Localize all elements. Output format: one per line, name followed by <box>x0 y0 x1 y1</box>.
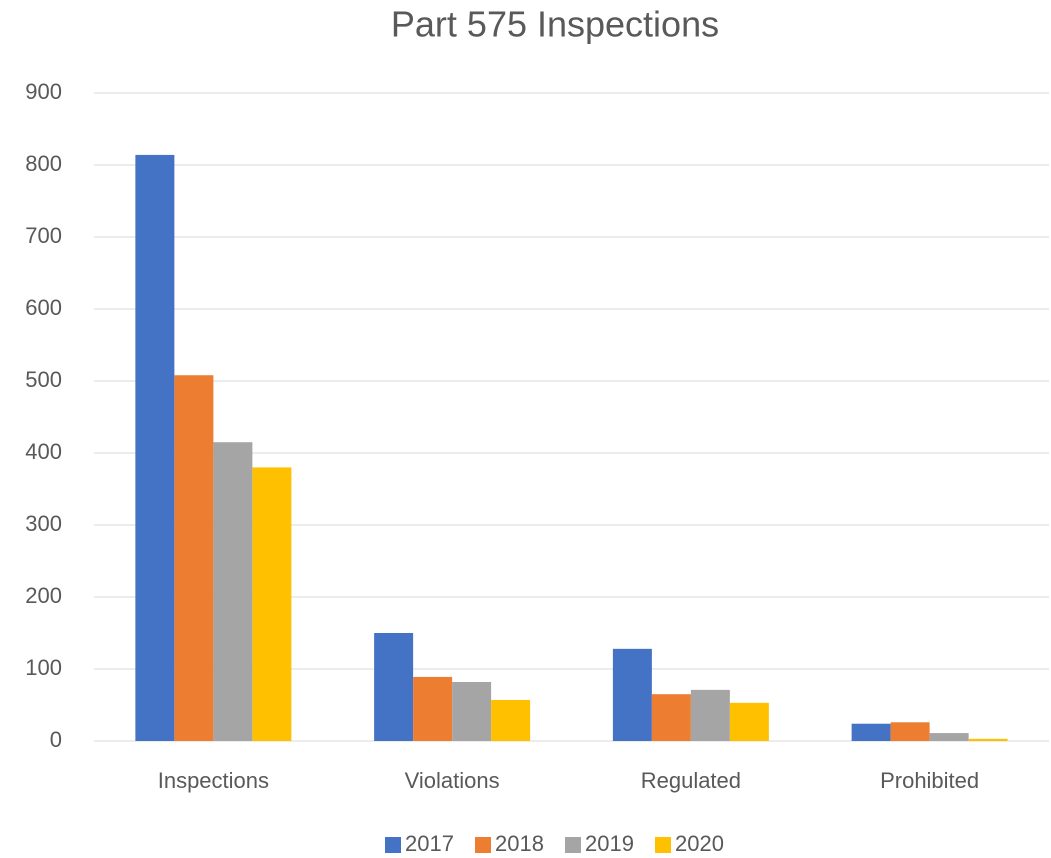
y-tick-label: 600 <box>25 295 62 320</box>
bar <box>213 442 253 741</box>
bar <box>491 699 531 741</box>
bar <box>690 689 730 741</box>
bar <box>929 733 969 741</box>
y-tick-label: 400 <box>25 439 62 464</box>
y-tick-label: 0 <box>50 727 62 752</box>
legend-swatch <box>655 837 671 853</box>
y-tick-label: 100 <box>25 655 62 680</box>
legend-swatch <box>565 837 581 853</box>
bar <box>651 694 691 741</box>
bar <box>612 648 652 741</box>
legend-label: 2017 <box>405 831 454 856</box>
legend-label: 2018 <box>495 831 544 856</box>
legend-swatch <box>385 837 401 853</box>
legend-label: 2020 <box>675 831 724 856</box>
bar <box>174 375 214 741</box>
bar <box>374 633 414 741</box>
y-tick-label: 200 <box>25 583 62 608</box>
y-tick-label: 500 <box>25 367 62 392</box>
legend-swatch <box>475 837 491 853</box>
y-tick-label: 900 <box>25 79 62 104</box>
x-tick-label: Regulated <box>641 768 741 793</box>
bar <box>729 702 769 741</box>
legend-label: 2019 <box>585 831 634 856</box>
bar <box>890 722 930 741</box>
bar <box>135 154 175 742</box>
bar <box>851 723 891 741</box>
bar <box>968 738 1008 741</box>
chart-title: Part 575 Inspections <box>391 4 719 45</box>
y-tick-label: 700 <box>25 223 62 248</box>
x-tick-label: Inspections <box>158 768 269 793</box>
y-tick-label: 300 <box>25 511 62 536</box>
bar <box>452 681 492 741</box>
y-tick-label: 800 <box>25 151 62 176</box>
x-tick-label: Violations <box>405 768 500 793</box>
bar <box>413 676 453 741</box>
x-tick-label: Prohibited <box>880 768 979 793</box>
bar <box>252 467 292 741</box>
